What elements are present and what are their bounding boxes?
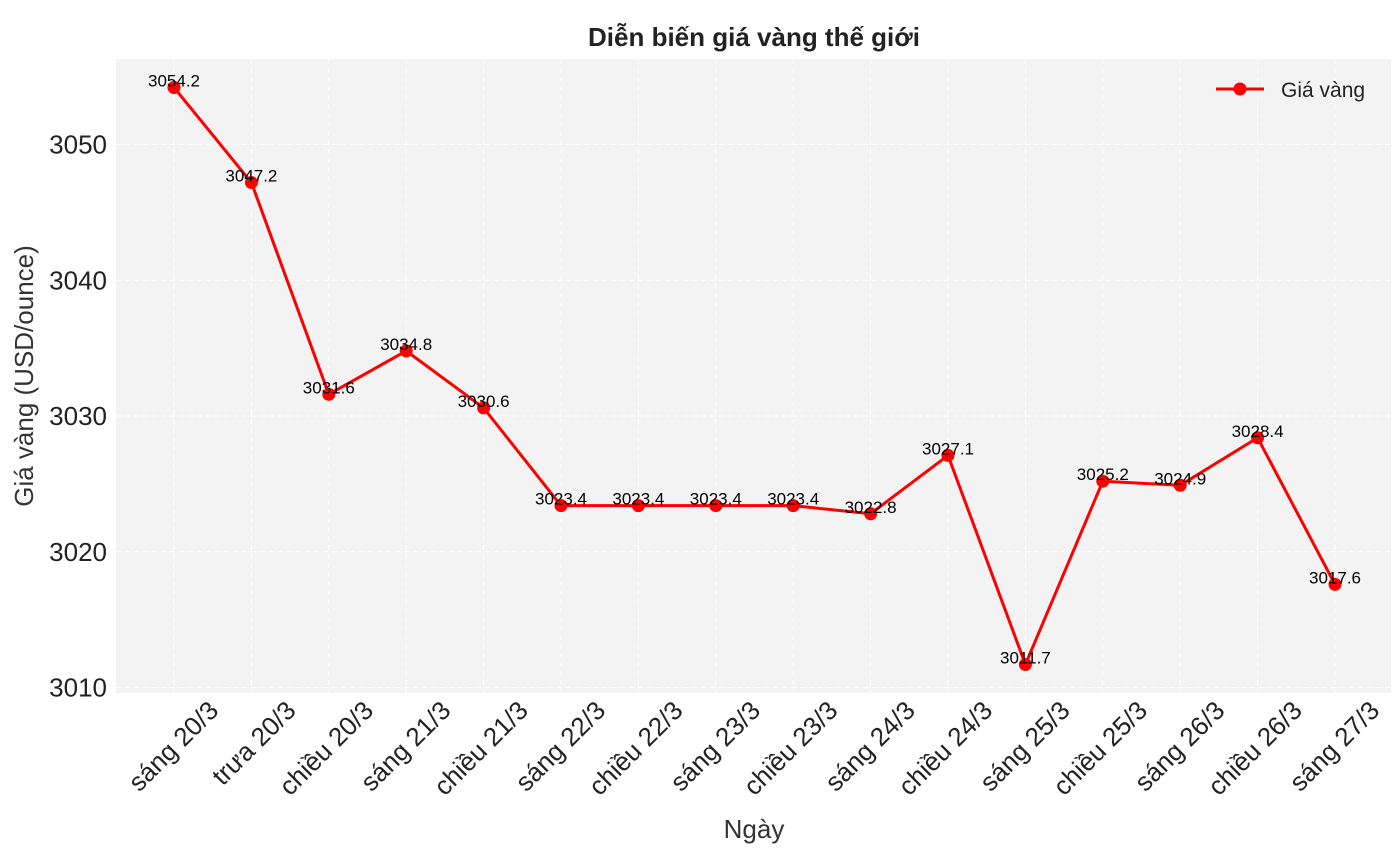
data-label: 3031.6 xyxy=(303,378,355,397)
data-point xyxy=(1328,577,1342,591)
data-point xyxy=(1173,478,1187,492)
gridlines xyxy=(116,59,1391,693)
data-label: 3017.6 xyxy=(1309,568,1361,587)
data-point xyxy=(941,448,955,462)
data-label: 3028.4 xyxy=(1232,422,1284,441)
data-label: 3027.1 xyxy=(922,439,974,458)
data-point xyxy=(554,499,568,513)
data-label: 3011.7 xyxy=(1000,648,1051,667)
y-tick-label: 3030 xyxy=(49,401,107,431)
legend-label: Giá vàng xyxy=(1281,79,1365,102)
data-point xyxy=(1018,657,1032,671)
data-point xyxy=(709,499,723,513)
y-tick-label: 3010 xyxy=(49,673,107,703)
legend: Giá vàng xyxy=(1216,79,1365,102)
chart-title: Diễn biến giá vàng thế giới xyxy=(588,22,920,52)
data-label: 3030.6 xyxy=(458,392,510,411)
plot-area xyxy=(116,59,1391,693)
data-point xyxy=(864,507,878,521)
data-label: 3023.4 xyxy=(612,490,664,509)
y-axis-ticks: 3010 3020 3030 3040 3050 xyxy=(49,130,107,703)
data-label: 3023.4 xyxy=(535,490,587,509)
data-point xyxy=(399,344,413,358)
data-point xyxy=(477,401,491,415)
data-label: 3025.2 xyxy=(1077,465,1129,484)
data-label: 3047.2 xyxy=(225,167,277,186)
x-tick-label: sáng 20/3 xyxy=(122,695,224,797)
y-axis-label: Giá vàng (USD/ounce) xyxy=(9,245,39,507)
data-label: 3054.2 xyxy=(148,72,200,91)
data-point xyxy=(322,387,336,401)
y-tick-label: 3050 xyxy=(49,130,107,160)
series-group: 3054.2 3047.2 3031.6 3034.8 3030.6 3023.4 3023… xyxy=(148,72,1361,671)
data-point xyxy=(631,499,645,513)
data-point xyxy=(786,499,800,513)
data-label: 3023.4 xyxy=(767,490,819,509)
y-tick-label: 3040 xyxy=(49,265,107,295)
legend-marker xyxy=(1233,82,1247,96)
data-label: 3023.4 xyxy=(690,490,742,509)
data-point xyxy=(244,176,258,190)
data-label: 3024.9 xyxy=(1154,469,1206,488)
data-label: 3034.8 xyxy=(380,335,432,354)
series-line xyxy=(172,86,1337,666)
data-label: 3022.8 xyxy=(845,498,897,517)
data-point xyxy=(1096,474,1110,488)
data-point xyxy=(1251,431,1265,445)
x-axis-label: Ngày xyxy=(724,814,785,844)
data-point xyxy=(167,81,181,95)
y-tick-label: 3020 xyxy=(49,537,107,567)
